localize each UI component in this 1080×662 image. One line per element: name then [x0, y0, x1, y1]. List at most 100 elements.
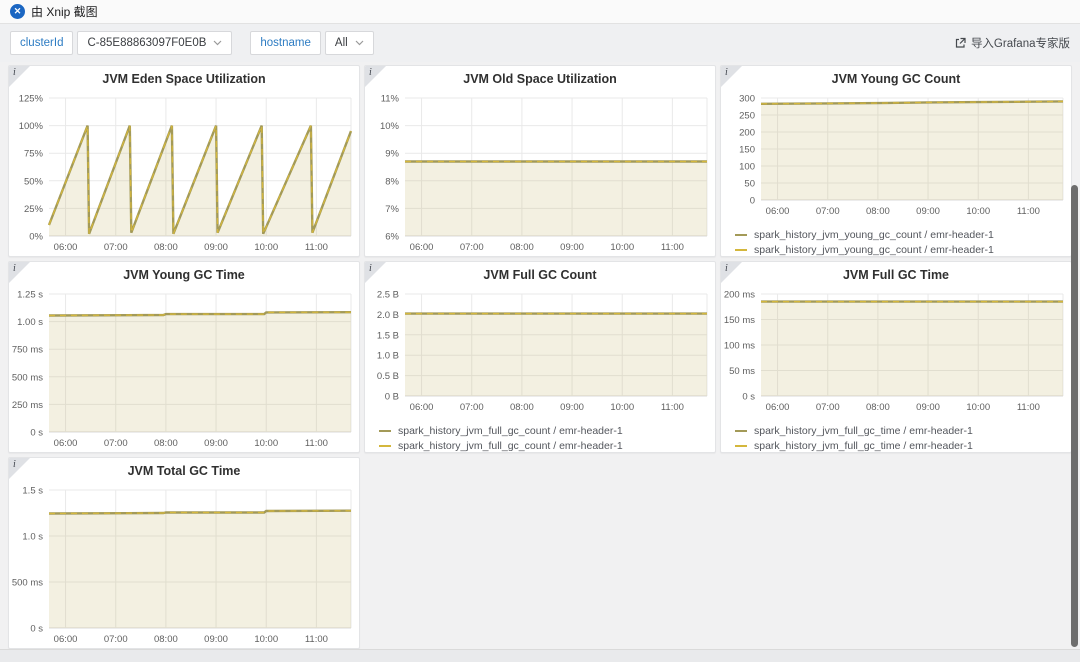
legend-series-label: spark_history_jvm_young_gc_count / emr-h… — [754, 228, 994, 241]
svg-text:06:00: 06:00 — [410, 402, 434, 413]
svg-text:10:00: 10:00 — [966, 402, 990, 413]
svg-text:1.5 s: 1.5 s — [22, 486, 43, 497]
legend-series-label: spark_history_jvm_full_gc_count / emr-he… — [398, 439, 623, 452]
svg-text:500 ms: 500 ms — [12, 578, 43, 589]
panel-info-icon[interactable]: i — [9, 66, 30, 87]
svg-text:10:00: 10:00 — [254, 438, 278, 449]
chart-canvas[interactable]: 0 s 500 ms 1.0 s 1.5 s 06:00 07:00 08:00 09:00 1… — [9, 482, 359, 648]
chart-canvas[interactable]: 6% 7% 8% 9% 10% 11% 06:00 07:00 08:00 09:00 10:00 1… — [365, 90, 715, 256]
svg-text:09:00: 09:00 — [916, 206, 940, 217]
legend-item[interactable]: spark_history_jvm_full_gc_count / emr-he… — [379, 438, 715, 452]
svg-text:08:00: 08:00 — [866, 402, 890, 413]
panel-title[interactable]: JVM Eden Space Utilization — [102, 72, 266, 86]
svg-text:200 ms: 200 ms — [724, 290, 755, 301]
svg-text:10:00: 10:00 — [610, 402, 634, 413]
panel-info-icon[interactable]: i — [9, 458, 30, 479]
svg-text:11:00: 11:00 — [305, 242, 328, 253]
svg-text:1.5 B: 1.5 B — [377, 330, 399, 341]
svg-text:07:00: 07:00 — [104, 242, 128, 253]
panel-legend: spark_history_jvm_full_gc_time / emr-hea… — [735, 423, 1071, 452]
legend-item[interactable]: spark_history_jvm_young_gc_count / emr-h… — [735, 227, 1071, 242]
svg-text:6%: 6% — [385, 232, 399, 243]
svg-text:11:00: 11:00 — [305, 634, 328, 645]
variable-dropdown-hostname[interactable]: All — [324, 31, 374, 55]
chart-canvas[interactable]: 0 B 0.5 B 1.0 B 1.5 B 2.0 B 2.5 B 06:00 07:00 08… — [365, 286, 715, 416]
svg-text:150: 150 — [739, 145, 755, 156]
svg-text:50%: 50% — [24, 176, 44, 187]
chart-canvas[interactable]: 0% 25% 50% 75% 100% 125% 06:00 07:00 08:00 09:00 1… — [9, 90, 359, 256]
variable-value-hostname: All — [334, 37, 348, 49]
panel-title[interactable]: JVM Old Space Utilization — [463, 72, 617, 86]
chart-canvas[interactable]: 0 s 250 ms 500 ms 750 ms 1.00 s 1.25 s 06:00 07… — [9, 286, 359, 452]
legend-series-dash-icon — [379, 444, 391, 447]
svg-text:06:00: 06:00 — [766, 402, 790, 413]
svg-text:06:00: 06:00 — [54, 242, 78, 253]
svg-text:06:00: 06:00 — [54, 634, 78, 645]
variable-dropdown-clusterid[interactable]: C-85E88863097F0E0B — [77, 31, 233, 55]
panel-title[interactable]: JVM Young GC Count — [831, 72, 961, 86]
svg-text:10:00: 10:00 — [966, 206, 990, 217]
svg-text:0 s: 0 s — [30, 624, 43, 635]
svg-text:1.25 s: 1.25 s — [17, 290, 43, 301]
info-icon-glyph: i — [369, 67, 372, 78]
svg-text:250: 250 — [739, 111, 755, 122]
svg-text:09:00: 09:00 — [560, 242, 584, 253]
svg-text:1.0 B: 1.0 B — [377, 351, 399, 362]
variable-label-hostname[interactable]: hostname — [250, 31, 321, 55]
panel-jvm-young-gc-count: i JVM Young GC Count 0 50 100 150 200 250 300 06:… — [720, 65, 1072, 257]
svg-text:08:00: 08:00 — [154, 634, 178, 645]
panel-title[interactable]: JVM Total GC Time — [127, 464, 241, 478]
panel-jvm-young-gc-time: i JVM Young GC Time 0 s 250 ms 500 ms 750 ms 1… — [8, 261, 360, 453]
legend-series-dash-icon — [735, 444, 747, 447]
panel-title[interactable]: JVM Young GC Time — [123, 268, 245, 282]
import-grafana-link[interactable]: 导入Grafana专家版 — [954, 35, 1070, 51]
legend-item[interactable]: spark_history_jvm_full_gc_time / emr-hea… — [735, 423, 1071, 438]
panel-info-icon[interactable]: i — [9, 262, 30, 283]
panel-jvm-old-space-utilization: i JVM Old Space Utilization 6% 7% 8% 9% 10% 11%… — [364, 65, 716, 257]
info-icon-glyph: i — [13, 263, 16, 274]
svg-text:06:00: 06:00 — [410, 242, 434, 253]
svg-text:07:00: 07:00 — [104, 438, 128, 449]
legend-item[interactable]: spark_history_jvm_full_gc_count / emr-he… — [379, 423, 715, 438]
svg-text:50 ms: 50 ms — [729, 366, 755, 377]
panel-title[interactable]: JVM Full GC Time — [842, 268, 950, 282]
legend-item[interactable]: spark_history_jvm_young_gc_count / emr-h… — [735, 242, 1071, 256]
vertical-scrollbar-thumb[interactable] — [1071, 185, 1078, 647]
panel-info-icon[interactable]: i — [721, 66, 742, 87]
svg-text:100%: 100% — [19, 121, 44, 132]
panel-info-icon[interactable]: i — [365, 66, 386, 87]
panel-title[interactable]: JVM Full GC Count — [483, 268, 597, 282]
chevron-down-icon — [213, 40, 222, 46]
svg-text:150 ms: 150 ms — [724, 315, 755, 326]
chart-canvas[interactable]: 0 50 100 150 200 250 300 06:00 07:00 08:00 09:00 10… — [721, 90, 1071, 220]
svg-text:11:00: 11:00 — [1017, 402, 1040, 413]
svg-text:0 s: 0 s — [742, 392, 755, 403]
chart-canvas[interactable]: 0 s 50 ms 100 ms 150 ms 200 ms 06:00 07:00 08:0… — [721, 286, 1071, 416]
svg-text:7%: 7% — [385, 204, 399, 215]
svg-text:8%: 8% — [385, 176, 399, 187]
svg-text:1.00 s: 1.00 s — [17, 317, 43, 328]
panel-jvm-full-gc-count: i JVM Full GC Count 0 B 0.5 B 1.0 B 1.5 B 2.0 … — [364, 261, 716, 453]
svg-text:500 ms: 500 ms — [12, 372, 43, 383]
svg-text:11%: 11% — [381, 94, 400, 105]
window-title: 由 Xnip 截图 — [31, 5, 98, 19]
variable-label-clusterid[interactable]: clusterId — [10, 31, 74, 55]
panel-jvm-total-gc-time: i JVM Total GC Time 0 s 500 ms 1.0 s 1.5 s 06:… — [8, 457, 360, 649]
svg-text:100: 100 — [739, 162, 755, 173]
panel-info-icon[interactable]: i — [721, 262, 742, 283]
dashboard-panel-grid: i JVM Eden Space Utilization 0% 25% 50% 75% 10… — [0, 62, 1080, 657]
svg-text:11:00: 11:00 — [661, 402, 684, 413]
svg-text:07:00: 07:00 — [104, 634, 128, 645]
legend-item[interactable]: spark_history_jvm_full_gc_time / emr-hea… — [735, 438, 1071, 452]
info-icon-glyph: i — [369, 263, 372, 274]
panel-jvm-eden-space-utilization: i JVM Eden Space Utilization 0% 25% 50% 75% 10… — [8, 65, 360, 257]
panel-legend: spark_history_jvm_full_gc_count / emr-he… — [379, 423, 715, 452]
svg-text:2.5 B: 2.5 B — [377, 290, 399, 301]
legend-series-dash-icon — [735, 429, 747, 432]
panel-info-icon[interactable]: i — [365, 262, 386, 283]
svg-text:10:00: 10:00 — [254, 634, 278, 645]
svg-text:11:00: 11:00 — [1017, 206, 1040, 217]
info-icon-glyph: i — [725, 67, 728, 78]
svg-text:08:00: 08:00 — [154, 242, 178, 253]
horizontal-scrollbar[interactable] — [0, 649, 1080, 662]
